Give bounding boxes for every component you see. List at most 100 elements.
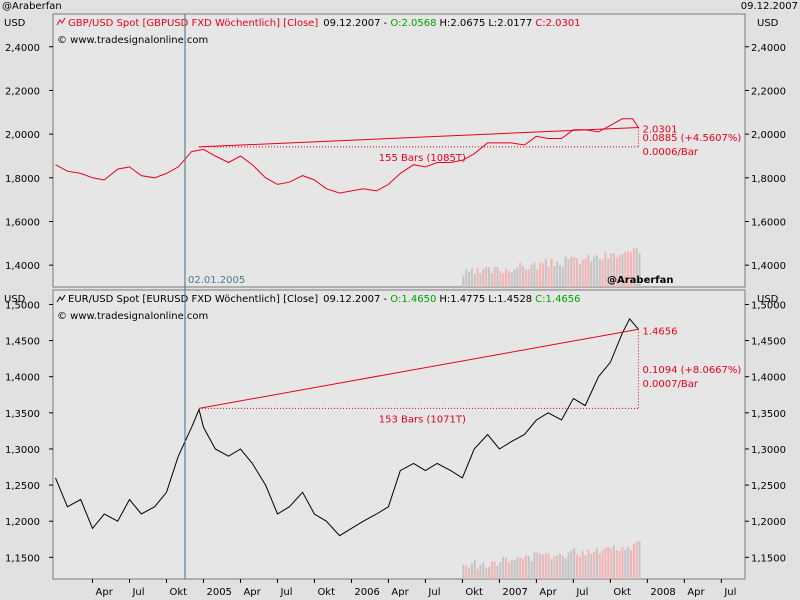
volume-bar xyxy=(632,543,635,579)
gbpusd-panel[interactable]: 1,4000 1,4000 1,6000 1,6000 1,8000 1,8000 2,00… xyxy=(4,13,786,288)
volume-bar xyxy=(581,550,584,579)
volume-bar xyxy=(584,258,587,287)
y-tick-label-left: 1,3000 xyxy=(5,445,40,456)
gbpusd-unit-left: USD xyxy=(4,18,26,29)
eurusd-copyright: © www.tradesignalonline.com xyxy=(57,311,208,322)
volume-bar xyxy=(621,254,624,287)
volume-bar xyxy=(610,547,613,579)
volume-bar xyxy=(630,252,633,287)
volume-bar xyxy=(564,256,567,287)
volume-bar xyxy=(487,567,490,579)
eurusd-panel[interactable]: 1,1500 1,1500 1,2000 1,2000 1,2500 1,2500 1,30… xyxy=(4,289,786,580)
volume-bar xyxy=(601,550,604,579)
gbpusd-plot-area[interactable] xyxy=(52,13,746,288)
y-tick-label-right: 1,8000 xyxy=(751,174,786,185)
y-tick-label-right: 2,4000 xyxy=(751,43,786,54)
user-label: @Araberfan xyxy=(2,1,62,12)
y-tick-label-right: 1,4500 xyxy=(751,337,786,348)
volume-bar xyxy=(550,559,553,579)
volume-bar xyxy=(524,269,527,287)
eurusd-bar-count: 153 Bars (1071T) xyxy=(379,414,466,425)
volume-bar xyxy=(567,259,570,287)
volume-bar xyxy=(510,272,513,287)
x-tick-label: Apr xyxy=(687,587,705,598)
volume-bar xyxy=(536,552,539,579)
volume-bar xyxy=(573,547,576,579)
volume-bar xyxy=(621,547,624,579)
eurusd-price-line xyxy=(55,318,639,537)
volume-bar xyxy=(493,561,496,579)
gbpusd-per-bar: 0.0006/Bar xyxy=(642,147,698,158)
volume-bar xyxy=(635,541,638,579)
y-tick-label-right: 1,4000 xyxy=(751,373,786,384)
y-tick-label-left: 1,2000 xyxy=(5,517,40,528)
eurusd-unit-left: USD xyxy=(4,294,26,305)
volume-bar xyxy=(610,253,613,287)
gbpusd-open: O:2.0568 xyxy=(390,18,436,29)
y-tick-label-left: 1,5000 xyxy=(5,300,40,311)
volume-bar xyxy=(473,273,476,287)
gbpusd-header: GBP/USD Spot [GBPUSD FXD Wöchentlich] [C… xyxy=(56,17,581,46)
volume-bar xyxy=(502,273,505,287)
volume-bar xyxy=(482,269,485,287)
volume-bar xyxy=(519,262,522,287)
line-chart-icon xyxy=(56,294,66,303)
volume-bar xyxy=(593,256,596,287)
volume-bar xyxy=(487,267,490,287)
volume-bar xyxy=(465,269,468,287)
volume-bar xyxy=(479,273,482,287)
volume-bar xyxy=(598,553,601,579)
volume-bar xyxy=(473,559,476,579)
x-tick-label: Apr xyxy=(391,587,409,598)
eurusd-per-bar: 0.0007/Bar xyxy=(642,379,698,390)
volume-bar xyxy=(510,559,513,579)
y-tick-label-left: 1,1500 xyxy=(5,553,40,564)
gbpusd-bar-count: 155 Bars (1085T) xyxy=(379,153,466,164)
eurusd-last-value: 1.4656 xyxy=(642,326,677,337)
volume-bar xyxy=(476,267,479,287)
volume-bar xyxy=(556,555,559,579)
y-tick-label-left: 1,4000 xyxy=(5,261,40,272)
volume-bar xyxy=(632,248,635,287)
cursor-date-label: 02.01.2005 xyxy=(188,275,245,286)
y-tick-label-right: 1,4000 xyxy=(751,261,786,272)
volume-bar xyxy=(513,559,516,579)
x-tick-label: 2007 xyxy=(502,587,527,598)
volume-bar xyxy=(570,550,573,579)
volume-bar xyxy=(522,558,525,579)
volume-bar xyxy=(638,541,641,579)
x-tick-label: Jul xyxy=(131,587,144,598)
eurusd-open: O:1.4650 xyxy=(390,294,436,305)
y-tick-label-left: 1,8000 xyxy=(5,174,40,185)
y-tick-label-left: 2,2000 xyxy=(5,86,40,97)
volume-bar xyxy=(627,546,630,579)
x-tick-label: Okt xyxy=(169,587,187,598)
volume-bar xyxy=(468,567,471,579)
line-chart-icon xyxy=(56,17,66,26)
gbpusd-instrument: GBP/USD Spot [GBPUSD FXD Wöchentlich] [C… xyxy=(68,18,318,29)
volume-bar xyxy=(553,555,556,579)
volume-bar xyxy=(462,275,465,287)
volume-bar xyxy=(564,558,567,579)
gbpusd-copyright: © www.tradesignalonline.com xyxy=(57,35,208,46)
gbpusd-close: C:2.0301 xyxy=(535,18,580,29)
gbpusd-trendline[interactable] xyxy=(199,127,639,148)
y-tick-label-right: 2,0000 xyxy=(751,130,786,141)
volume-bar xyxy=(493,266,496,287)
x-tick-label: Okt xyxy=(613,587,631,598)
volume-bar xyxy=(595,255,598,287)
gbpusd-header-date: 09.12.2007 xyxy=(323,18,380,29)
x-tick-label: Jul xyxy=(723,587,736,598)
y-tick-label-right: 1,2500 xyxy=(751,481,786,492)
gbpusd-change: 0.0885 (+4.5607%) xyxy=(642,133,741,144)
volume-bar xyxy=(590,261,593,287)
eurusd-plot-area[interactable] xyxy=(52,289,746,580)
y-tick-label-right: 1,6000 xyxy=(751,217,786,228)
volume-bar xyxy=(519,557,522,579)
watermark: @Araberfan xyxy=(607,275,674,286)
volume-bar xyxy=(496,266,499,287)
svg-text:GBP/USD Spot [GBPUSD FXD Wöch: GBP/USD Spot [GBPUSD FXD Wöchentlich] [C… xyxy=(68,18,581,29)
eurusd-trendline[interactable] xyxy=(198,328,639,409)
x-tick-label: Apr xyxy=(243,587,261,598)
